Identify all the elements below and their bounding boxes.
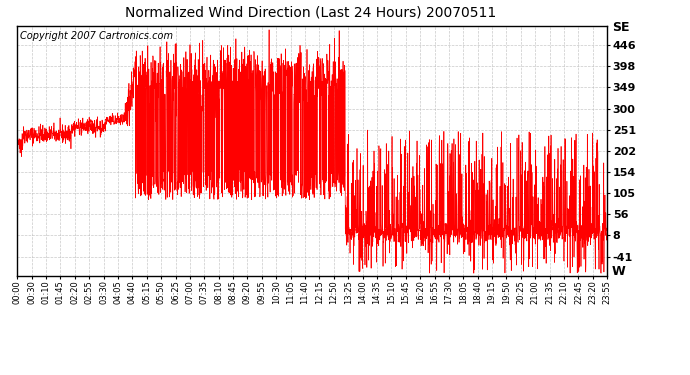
Text: W: W xyxy=(612,265,626,278)
Text: Normalized Wind Direction (Last 24 Hours) 20070511: Normalized Wind Direction (Last 24 Hours… xyxy=(125,6,496,20)
Text: SE: SE xyxy=(612,21,629,34)
Text: Copyright 2007 Cartronics.com: Copyright 2007 Cartronics.com xyxy=(20,31,173,41)
